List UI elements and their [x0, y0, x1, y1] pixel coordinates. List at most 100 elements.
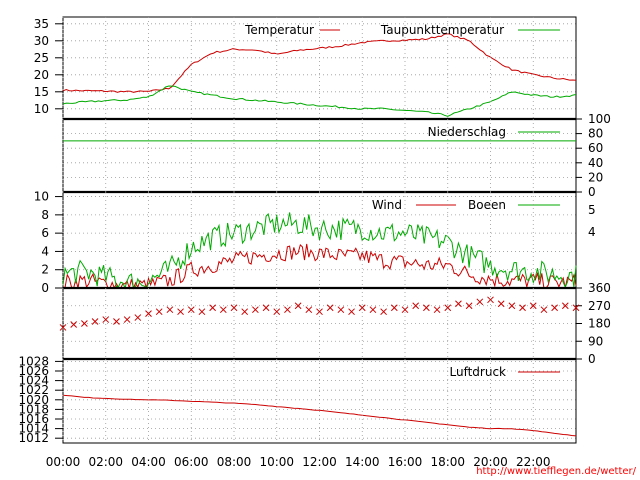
wind-series-wind	[62, 243, 577, 290]
temperature-tick-label: 10	[34, 102, 49, 116]
pressure-tick-label: 1012	[18, 431, 49, 445]
x-tick-label: 10:00	[259, 455, 294, 469]
wind-direction-point	[81, 320, 88, 327]
wind-tick-label: 8	[41, 208, 49, 222]
x-tick-label: 20:00	[473, 455, 508, 469]
temperature-tick-label: 30	[34, 34, 49, 48]
wind-tick-label: 2	[41, 263, 49, 277]
precipitation-tick-label: 0	[588, 185, 596, 199]
wind-tick-label: 4	[41, 244, 49, 258]
pressure-tick-label: 1016	[18, 412, 49, 426]
x-tick-label: 06:00	[174, 455, 209, 469]
wind-direction-point	[155, 308, 163, 316]
wind-direction-point	[59, 324, 67, 331]
wind-direction-point	[337, 306, 345, 314]
wind-direction-point	[187, 306, 195, 314]
wind-direction-point	[145, 310, 152, 317]
wind-direction-point	[465, 302, 473, 310]
pressure-tick-label: 1026	[18, 364, 49, 378]
wind-direction-point	[497, 300, 505, 308]
wind-direction-point	[316, 308, 323, 316]
wind-legend-label: Boeen	[468, 198, 506, 212]
wind-direction-point	[326, 304, 334, 312]
wind-direction-point	[113, 318, 120, 325]
wind-direction-point	[284, 306, 291, 314]
wind-direction-point	[209, 304, 216, 312]
wind-direction-point	[529, 302, 537, 310]
wind-direction-point	[241, 308, 249, 316]
wind-direction-point	[219, 306, 227, 314]
wind-direction-point	[412, 302, 420, 310]
temperature-legend-label: Temperatur	[244, 23, 314, 37]
wind-direction-point	[369, 306, 377, 314]
wind-legend-label: Wind	[372, 198, 402, 212]
precipitation-tick-label: 100	[588, 112, 611, 126]
temperature-tick-label: 15	[34, 85, 49, 99]
wind-direction-point	[433, 306, 441, 314]
wind-direction-point	[166, 306, 174, 314]
wind_direction-tick-label: 0	[588, 352, 596, 366]
wind-tick-label: 6	[41, 226, 49, 240]
wind_direction-tick-label: 90	[588, 334, 603, 348]
x-tick-label: 08:00	[217, 455, 252, 469]
x-tick-label: 22:00	[516, 455, 551, 469]
x-tick-label: 16:00	[388, 455, 423, 469]
wind-direction-point	[273, 308, 281, 316]
precipitation-tick-label: 40	[588, 156, 603, 170]
credit-link[interactable]: http://www.tiefflegen.de/wetter/	[476, 466, 636, 477]
x-tick-label: 02:00	[88, 455, 123, 469]
wind-direction-point	[487, 296, 494, 304]
wind-right-tick-label: 4	[588, 225, 596, 239]
wind-direction-point	[198, 308, 206, 316]
wind-tick-label: 0	[41, 281, 49, 295]
x-tick-label: 00:00	[46, 455, 81, 469]
wind-direction-point	[262, 304, 270, 312]
x-tick-label: 14:00	[345, 455, 380, 469]
x-tick-label: 12:00	[302, 455, 337, 469]
wind-direction-point	[423, 304, 430, 312]
wind-direction-point	[134, 314, 142, 321]
precipitation-tick-label: 20	[588, 170, 603, 184]
precipitation-tick-label: 80	[588, 127, 603, 141]
wind-right-tick-label: 5	[588, 203, 596, 217]
wind-direction-point	[561, 302, 569, 310]
pressure-tick-label: 1022	[18, 383, 49, 397]
wind-direction-point	[252, 306, 259, 314]
pressure-tick-label: 1014	[18, 422, 49, 436]
temperature-series-temperatur	[62, 33, 577, 93]
temperature-legend-label: Taupunkttemperatur	[380, 23, 504, 37]
wind-direction-point	[572, 304, 580, 312]
wind-direction-point	[476, 298, 484, 306]
temperature-tick-label: 35	[34, 17, 49, 31]
wind_direction-tick-label: 360	[588, 281, 611, 295]
wind-direction-point	[455, 300, 462, 308]
wind-direction-point	[540, 306, 548, 314]
wind-direction-point	[348, 308, 355, 316]
pressure-tick-label: 1024	[18, 374, 49, 388]
temperature-tick-label: 25	[34, 51, 49, 65]
wind-direction-point	[390, 304, 398, 312]
wind-direction-point	[401, 306, 409, 314]
wind_direction-tick-label: 270	[588, 299, 611, 313]
wind-direction-point	[70, 321, 78, 328]
wind-direction-point	[551, 304, 558, 312]
wind-direction-point	[519, 304, 526, 312]
precipitation-tick-label: 60	[588, 141, 603, 155]
wind-direction-point	[230, 304, 238, 312]
wind-direction-point	[305, 306, 313, 314]
wind-direction-point	[294, 302, 302, 310]
wind-direction-point	[508, 302, 516, 310]
pressure-tick-label: 1018	[18, 402, 49, 416]
wind-direction-point	[123, 316, 131, 323]
x-tick-label: 04:00	[131, 455, 166, 469]
wind_direction-tick-label: 180	[588, 317, 611, 331]
wind-direction-point	[380, 308, 387, 316]
x-tick-label: 18:00	[430, 455, 465, 469]
pressure-tick-label: 1028	[18, 354, 49, 368]
wind-direction-point	[444, 304, 452, 312]
pressure-tick-label: 1020	[18, 393, 49, 407]
wind-direction-point	[91, 318, 99, 325]
temperature-tick-label: 20	[34, 68, 49, 82]
wind-direction-point	[358, 304, 366, 312]
